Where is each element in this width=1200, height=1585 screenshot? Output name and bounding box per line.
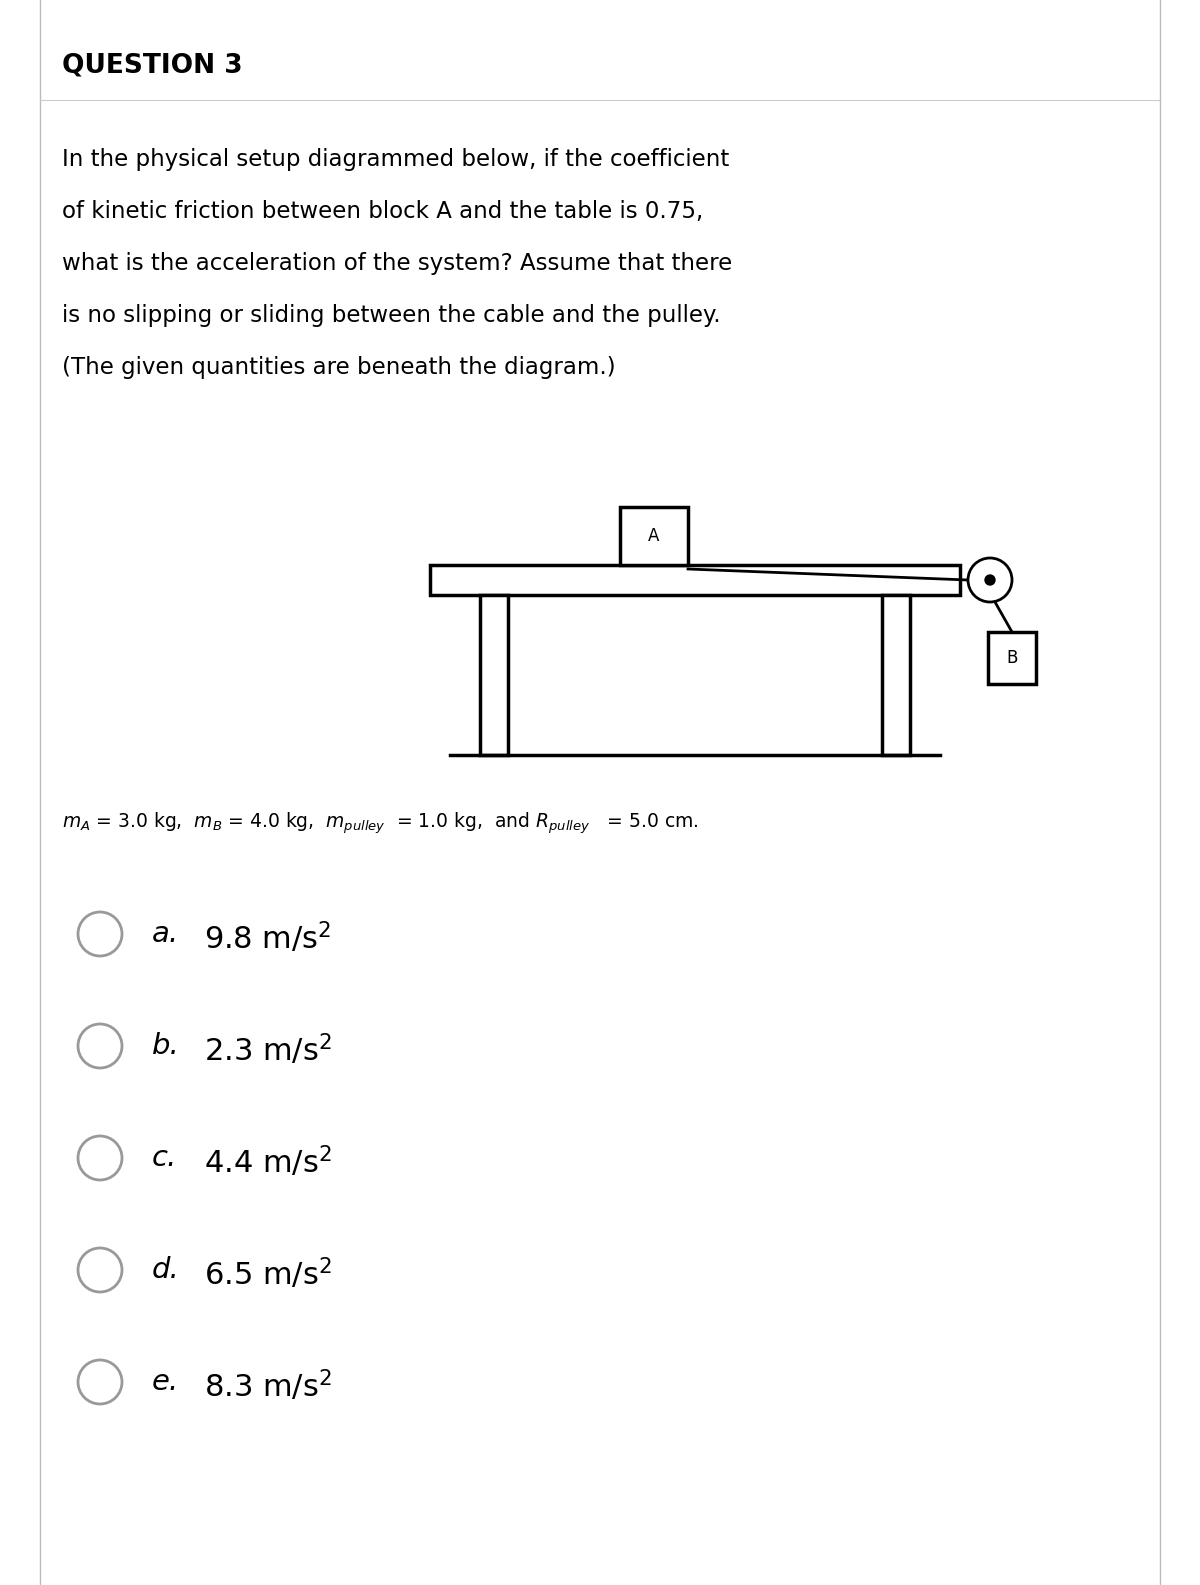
Text: (The given quantities are beneath the diagram.): (The given quantities are beneath the di… bbox=[62, 357, 616, 379]
Text: 6.5 m/s$^2$: 6.5 m/s$^2$ bbox=[204, 1255, 332, 1292]
Bar bbox=[430, 564, 960, 594]
Text: In the physical setup diagrammed below, if the coefficient: In the physical setup diagrammed below, … bbox=[62, 147, 730, 171]
Bar bbox=[620, 507, 688, 564]
Bar bbox=[882, 594, 910, 754]
Text: B: B bbox=[1007, 648, 1018, 667]
Text: b.: b. bbox=[152, 1032, 180, 1060]
Text: $m_A$ = 3.0 kg,  $m_B$ = 4.0 kg,  $m_{pulley}$  = 1.0 kg,  and $R_{pulley}$   = : $m_A$ = 3.0 kg, $m_B$ = 4.0 kg, $m_{pull… bbox=[62, 810, 698, 835]
Text: A: A bbox=[648, 526, 660, 545]
Circle shape bbox=[78, 1360, 122, 1404]
Text: QUESTION 3: QUESTION 3 bbox=[62, 52, 242, 78]
Bar bbox=[480, 594, 508, 754]
Circle shape bbox=[78, 911, 122, 956]
Bar bbox=[988, 632, 1036, 685]
Circle shape bbox=[78, 1024, 122, 1068]
Circle shape bbox=[968, 558, 1012, 602]
Text: d.: d. bbox=[152, 1255, 180, 1284]
Text: 9.8 m/s$^2$: 9.8 m/s$^2$ bbox=[204, 919, 331, 956]
Text: 2.3 m/s$^2$: 2.3 m/s$^2$ bbox=[204, 1032, 332, 1068]
Text: of kinetic friction between block A and the table is 0.75,: of kinetic friction between block A and … bbox=[62, 200, 703, 223]
Text: a.: a. bbox=[152, 919, 179, 948]
Circle shape bbox=[78, 1136, 122, 1179]
Text: c.: c. bbox=[152, 1144, 178, 1171]
Circle shape bbox=[78, 1247, 122, 1292]
Text: 8.3 m/s$^2$: 8.3 m/s$^2$ bbox=[204, 1368, 332, 1403]
Text: e.: e. bbox=[152, 1368, 179, 1396]
Text: is no slipping or sliding between the cable and the pulley.: is no slipping or sliding between the ca… bbox=[62, 304, 721, 327]
Text: what is the acceleration of the system? Assume that there: what is the acceleration of the system? … bbox=[62, 252, 732, 276]
Text: 4.4 m/s$^2$: 4.4 m/s$^2$ bbox=[204, 1144, 332, 1179]
Circle shape bbox=[985, 575, 995, 585]
